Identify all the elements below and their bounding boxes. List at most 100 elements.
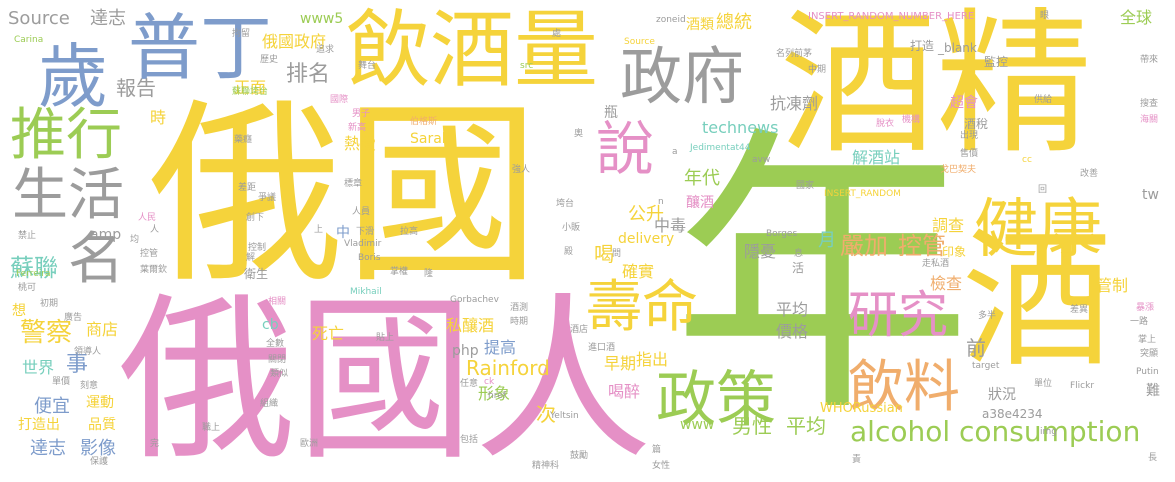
word: 喝醉 [608,382,641,401]
word: 差距 [238,183,257,193]
word: 國家 [796,181,815,191]
word: Ferreira [16,269,51,279]
word: 平均 [786,414,826,438]
word: 警察 [20,318,73,348]
word: 飲料 [848,355,960,420]
word: 活 [792,261,805,275]
word: 正面 [234,78,267,97]
word: 歷史 [260,55,279,65]
word: 監控 [984,55,1009,69]
word: 品質 [88,417,116,433]
word: 政策 [656,365,776,435]
word: 抗凍劑 [770,94,819,113]
word: 舞台 [358,61,377,71]
word: 爭議 [258,193,277,203]
word: 印象 [942,245,967,259]
word: 男性 [732,414,772,438]
word: alcohol consumption [850,415,1141,448]
word: 單位 [1034,379,1053,389]
word: 問 [612,249,622,259]
word: 控管 [140,249,159,259]
word: 眼 [1040,11,1050,21]
word: www [680,417,715,433]
word: 改善 [1080,169,1099,179]
word: 死亡 [312,324,345,343]
word: 報告 [116,76,156,100]
word: 酒精 [780,0,1092,175]
word: INSERT_RANDOM [824,189,901,199]
word: 任意 [460,379,479,389]
word: 中 [336,225,350,241]
word: INSERT_RANDOM_NUMBER_HERE [808,11,975,22]
word: 精神科 [532,461,560,471]
word: 禁止 [18,231,37,241]
word: Source [624,37,655,47]
word: 貼上 [376,333,395,343]
word: 商店 [86,320,119,339]
word: n [658,197,664,207]
word: 衛生 [244,267,269,281]
word: Vladimir [344,239,382,249]
word: 酒類 [686,17,714,33]
word: Borges [766,229,798,239]
word: 提高 [484,338,517,357]
word: 政府 [620,40,745,113]
word: 暴漲 [1136,303,1155,313]
word: 脫衣 [876,119,895,129]
word: 機構 [902,115,921,125]
word: 拘留 [232,29,251,39]
word: 總統 [716,12,752,33]
word: Mikhail [350,287,382,297]
word: 公升 [628,204,664,225]
word: 檢查 [930,274,963,293]
word: 歐洲 [300,439,319,449]
word: 帶來 [1140,55,1159,65]
word: 排名 [286,62,331,87]
word: 全球 [1120,8,1153,27]
word: 創下 [246,213,265,223]
word: 均 [130,235,140,245]
word: 私釀酒 [446,316,495,335]
word: Flickr [1070,381,1095,391]
word: 桃可 [18,283,37,293]
word: 調查 [932,216,965,235]
word: img [1040,427,1057,437]
word: tw [1142,187,1159,203]
word: 下滑 [356,227,375,237]
word: 多半 [978,311,997,321]
word: 包括 [460,435,479,445]
word: zoneid [656,15,686,25]
word: 追求 [316,45,335,55]
word: WHORussian [820,401,903,416]
word: 打造 [910,39,935,53]
word: 酒店 [570,325,589,335]
word: 伯格斯 [410,117,438,127]
word: 標章 [344,179,363,189]
word: 指出 [636,350,669,369]
word: Gorbachev [450,295,499,305]
word: 責 [852,455,862,465]
word: 狀況 [988,387,1016,403]
word: 瓶 [604,105,618,121]
word: 控制 [248,243,267,253]
word: 生活 [12,163,124,228]
word: 男子 [352,109,371,119]
word: 類似 [270,369,289,379]
word: 海關 [1140,115,1159,125]
word: 研究 [848,286,948,344]
word: 前 [966,336,986,360]
word: 月 [818,230,836,251]
word: 次 [536,402,556,426]
word: 便宜 [34,396,70,417]
word: 鼓勵 [570,451,589,461]
word: 形象 [478,384,511,403]
word: a [672,147,678,157]
word: 藥癮 [234,135,253,145]
word: 新高 [348,123,367,133]
word: 確實 [622,262,655,281]
word: 刻意 [80,381,99,391]
word: 中毒 [654,216,687,235]
word: src [520,61,534,71]
word: 中期 [808,65,827,75]
